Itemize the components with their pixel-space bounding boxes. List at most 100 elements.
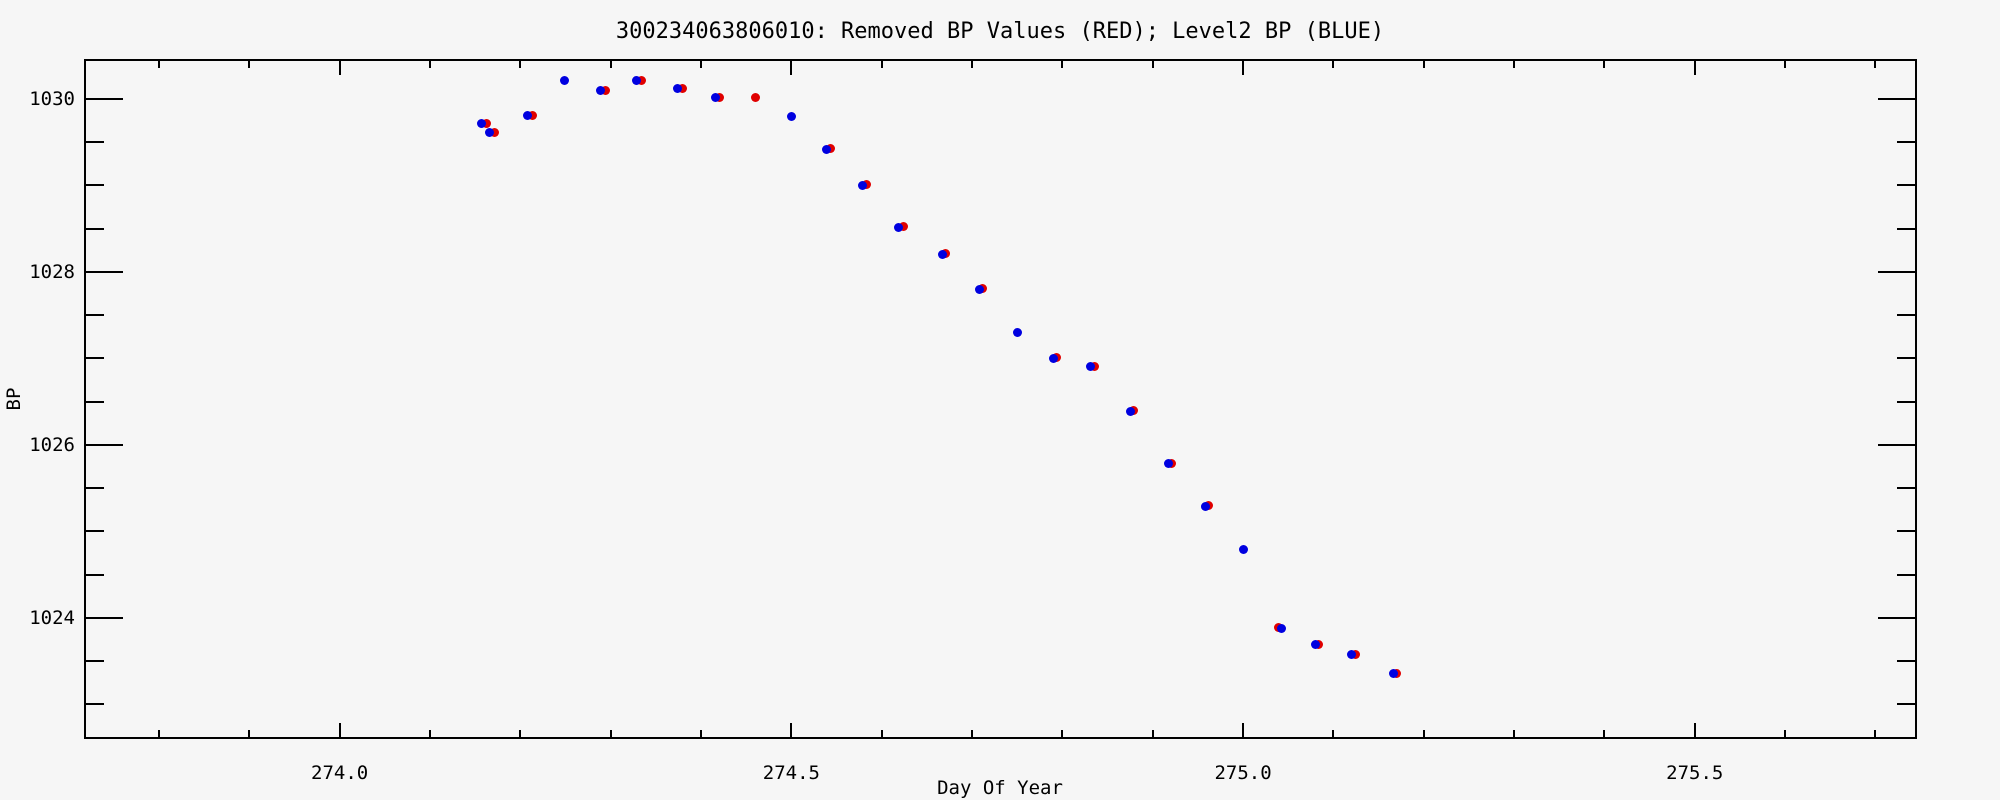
data-point-removed-red (600, 85, 610, 95)
x-minor-tick (519, 61, 522, 68)
y-tick-label: 1028 (29, 260, 75, 283)
y-minor-tick (1897, 314, 1915, 317)
data-point-removed-red (636, 76, 646, 86)
x-minor-tick (1874, 61, 1877, 68)
x-major-tick (1693, 723, 1696, 737)
data-point-level2-blue (476, 119, 486, 129)
x-tick-label: 274.5 (762, 762, 820, 784)
data-point-level2-blue (1388, 668, 1398, 678)
x-major-tick (1693, 61, 1696, 75)
x-major-tick (790, 723, 793, 737)
y-minor-tick (86, 141, 104, 144)
data-point-level2-blue (523, 110, 533, 120)
data-point-level2-blue (485, 128, 495, 138)
data-point-level2-blue (1085, 362, 1095, 372)
y-major-tick (86, 443, 123, 446)
data-point-level2-blue (1012, 327, 1022, 337)
plot-area (84, 59, 1917, 739)
y-minor-tick (86, 400, 104, 403)
x-minor-tick (1422, 730, 1425, 737)
y-tick-label: 1026 (29, 433, 75, 456)
data-point-level2-blue (1048, 353, 1058, 363)
data-point-level2-blue (1163, 459, 1173, 469)
y-minor-tick (1897, 573, 1915, 576)
x-minor-tick (971, 730, 974, 737)
y-minor-tick (86, 357, 104, 360)
x-minor-tick (700, 61, 703, 68)
x-minor-tick (1874, 730, 1877, 737)
x-major-tick (338, 723, 341, 737)
data-point-level2-blue (1310, 640, 1320, 650)
chart-title: 300234063806010: Removed BP Values (RED)… (615, 19, 1385, 44)
data-point-removed-red (489, 128, 499, 138)
x-minor-tick (519, 730, 522, 737)
y-minor-tick (86, 703, 104, 706)
data-point-level2-blue (1125, 406, 1135, 416)
y-minor-tick (1897, 357, 1915, 360)
x-minor-tick (1603, 61, 1606, 68)
data-point-level2-blue (937, 250, 947, 260)
y-minor-tick (1897, 703, 1915, 706)
y-minor-tick (86, 487, 104, 490)
y-minor-tick (1897, 660, 1915, 663)
data-point-level2-blue (858, 180, 868, 190)
x-minor-tick (1332, 61, 1335, 68)
y-major-tick (86, 270, 123, 273)
data-point-removed-red (750, 93, 760, 103)
y-major-tick (1878, 443, 1915, 446)
x-minor-tick (429, 730, 431, 737)
y-minor-tick (1897, 530, 1915, 533)
y-major-tick (1878, 270, 1915, 273)
x-minor-tick (248, 61, 251, 68)
y-minor-tick (86, 573, 104, 576)
y-minor-tick (1897, 487, 1915, 490)
x-minor-tick (1061, 730, 1064, 737)
x-minor-tick (880, 61, 883, 68)
data-point-removed-red (677, 83, 687, 93)
x-tick-label: 275.0 (1214, 762, 1272, 784)
data-point-level2-blue (673, 83, 683, 93)
data-point-removed-red (481, 119, 491, 129)
x-minor-tick (248, 730, 251, 737)
y-minor-tick (86, 314, 104, 317)
x-minor-tick (157, 730, 160, 737)
x-minor-tick (971, 61, 974, 68)
y-major-tick (86, 616, 123, 619)
y-major-tick (86, 97, 123, 100)
x-minor-tick (1784, 61, 1787, 68)
plot-frame (84, 59, 1917, 739)
x-major-tick (1242, 61, 1245, 75)
x-major-tick (338, 61, 341, 75)
x-minor-tick (1513, 730, 1516, 737)
data-point-level2-blue (1277, 623, 1287, 633)
data-point-level2-blue (974, 284, 984, 294)
y-axis-label: BP (3, 387, 25, 411)
y-minor-tick (1897, 141, 1915, 144)
x-minor-tick (429, 61, 431, 68)
data-point-level2-blue (1200, 501, 1210, 511)
x-minor-tick (1603, 730, 1606, 737)
y-minor-tick (86, 184, 104, 187)
x-minor-tick (1151, 61, 1154, 68)
x-minor-tick (609, 61, 612, 68)
x-minor-tick (157, 61, 160, 68)
data-point-level2-blue (1238, 545, 1248, 555)
x-minor-tick (1422, 61, 1425, 68)
x-minor-tick (1332, 730, 1335, 737)
x-minor-tick (1513, 61, 1516, 68)
x-minor-tick (609, 730, 612, 737)
y-minor-tick (86, 227, 104, 230)
x-axis-label: Day Of Year (937, 777, 1063, 799)
y-tick-label: 1024 (29, 606, 75, 629)
data-point-level2-blue (894, 223, 904, 233)
x-minor-tick (1061, 61, 1064, 68)
data-point-level2-blue (596, 85, 606, 95)
y-minor-tick (1897, 184, 1915, 187)
y-minor-tick (1897, 227, 1915, 230)
x-tick-label: 274.0 (311, 762, 369, 784)
x-major-tick (790, 61, 793, 75)
data-point-removed-red (527, 110, 537, 120)
x-minor-tick (1151, 730, 1154, 737)
y-minor-tick (86, 660, 104, 663)
